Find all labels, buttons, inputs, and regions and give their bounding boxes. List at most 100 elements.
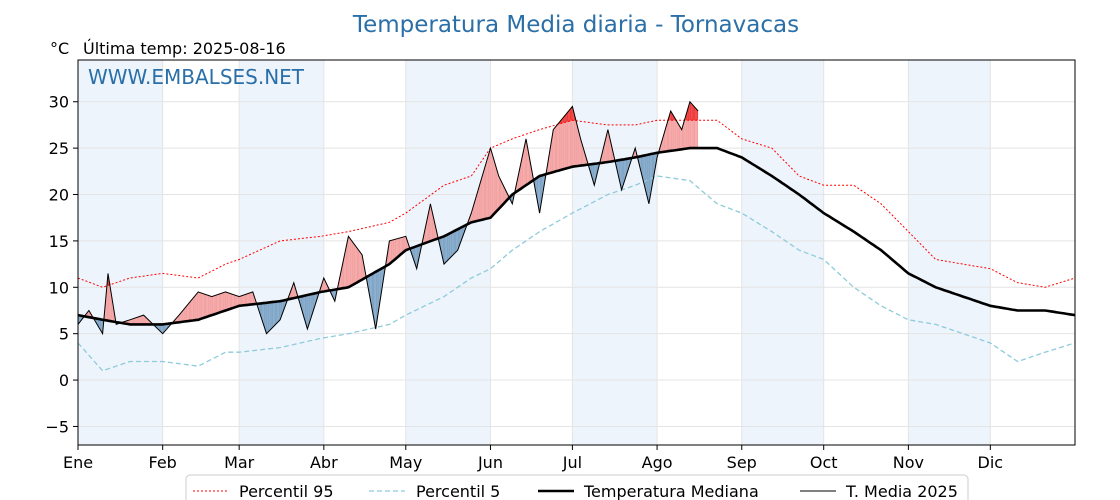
above-median-fill bbox=[349, 238, 352, 287]
above-median-fill bbox=[195, 293, 197, 321]
legend-label: T. Media 2025 bbox=[845, 482, 958, 500]
above-median-fill bbox=[388, 240, 390, 265]
above-median-fill bbox=[665, 124, 667, 152]
above-median-fill bbox=[602, 146, 604, 163]
above-median-fill bbox=[500, 178, 502, 208]
above-median-fill bbox=[672, 113, 674, 151]
above-median-fill bbox=[476, 189, 479, 222]
above-median-fill bbox=[684, 115, 686, 149]
y-tick-label: 25 bbox=[49, 139, 69, 158]
legend: Percentil 95 Percentil 5 Temperatura Media… bbox=[185, 474, 969, 500]
below-median-fill bbox=[310, 294, 312, 321]
above-median-fill bbox=[248, 292, 251, 305]
above-p95-fill bbox=[565, 113, 567, 123]
above-median-fill bbox=[215, 294, 218, 314]
above-median-fill bbox=[576, 122, 578, 167]
above-median-fill bbox=[206, 294, 208, 317]
below-median-fill bbox=[647, 154, 649, 204]
above-median-fill bbox=[202, 293, 204, 319]
above-median-fill bbox=[487, 152, 490, 219]
above-median-fill bbox=[251, 291, 253, 305]
above-median-fill bbox=[663, 129, 666, 152]
above-median-fill bbox=[524, 138, 526, 187]
above-median-fill bbox=[356, 247, 358, 283]
above-median-fill bbox=[229, 293, 231, 310]
above-median-fill bbox=[207, 295, 210, 317]
above-median-fill bbox=[240, 295, 242, 306]
above-median-fill bbox=[348, 236, 350, 288]
above-median-fill bbox=[112, 298, 114, 322]
above-median-fill bbox=[670, 111, 673, 151]
above-median-fill bbox=[581, 143, 584, 166]
month-band bbox=[908, 60, 991, 445]
above-median-fill bbox=[568, 109, 570, 168]
above-median-fill bbox=[584, 152, 587, 166]
below-median-fill bbox=[381, 267, 383, 294]
above-median-fill bbox=[560, 119, 562, 171]
below-median-fill bbox=[263, 302, 266, 330]
month-band bbox=[572, 60, 658, 445]
above-median-fill bbox=[393, 239, 395, 261]
above-median-fill bbox=[345, 242, 348, 288]
x-tick-label: Abr bbox=[310, 453, 338, 472]
above-median-fill bbox=[400, 237, 402, 255]
below-median-fill bbox=[650, 153, 652, 197]
above-p95-fill bbox=[692, 104, 694, 121]
above-median-fill bbox=[189, 300, 192, 321]
above-median-fill bbox=[217, 294, 219, 314]
above-median-fill bbox=[403, 236, 405, 253]
above-median-fill bbox=[520, 158, 522, 189]
above-median-fill bbox=[480, 175, 483, 221]
above-median-fill bbox=[566, 111, 569, 169]
below-median-fill bbox=[276, 301, 278, 324]
below-median-fill bbox=[270, 302, 272, 330]
legend-label: Percentil 5 bbox=[416, 482, 500, 500]
above-median-fill bbox=[357, 249, 360, 282]
above-median-fill bbox=[469, 213, 472, 224]
below-median-fill bbox=[535, 177, 537, 199]
x-tick-label: Dic bbox=[978, 453, 1004, 472]
above-median-fill bbox=[666, 120, 669, 152]
below-median-fill bbox=[277, 301, 279, 323]
above-p95-fill bbox=[693, 106, 696, 121]
y-unit-label: °C bbox=[50, 39, 69, 58]
above-median-fill bbox=[146, 317, 148, 325]
above-median-fill bbox=[554, 126, 557, 172]
above-median-fill bbox=[482, 171, 484, 220]
plot-area: −5 0 5 10 15 20 25 30 Ene Feb Mar Abr May Jun Jul Ago Se… bbox=[45, 59, 1076, 472]
above-median-fill bbox=[493, 157, 495, 215]
x-tick-label: Ene bbox=[63, 453, 93, 472]
above-median-fill bbox=[183, 308, 185, 322]
above-median-fill bbox=[479, 180, 481, 221]
below-median-fill bbox=[654, 153, 656, 173]
above-median-fill bbox=[180, 311, 182, 323]
above-median-fill bbox=[181, 310, 184, 322]
above-median-fill bbox=[252, 291, 255, 305]
above-median-fill bbox=[580, 138, 582, 166]
x-tick-label: Mar bbox=[224, 453, 255, 472]
above-median-fill bbox=[244, 294, 246, 306]
below-median-fill bbox=[651, 153, 653, 189]
y-tick-label: 20 bbox=[49, 186, 69, 205]
above-median-fill bbox=[571, 106, 573, 168]
above-median-fill bbox=[669, 111, 671, 152]
above-median-fill bbox=[199, 292, 201, 320]
y-tick-label: 0 bbox=[59, 371, 69, 390]
above-median-fill bbox=[133, 317, 136, 325]
above-median-fill bbox=[209, 295, 211, 317]
watermark: WWW.EMBALSES.NET bbox=[88, 65, 305, 89]
above-median-fill bbox=[222, 292, 225, 312]
above-median-fill bbox=[139, 316, 141, 325]
above-median-fill bbox=[247, 293, 249, 305]
below-median-fill bbox=[303, 295, 305, 320]
x-tick-label: Oct bbox=[810, 453, 838, 472]
x-tick-label: Jun bbox=[477, 453, 503, 472]
above-median-fill bbox=[523, 145, 525, 188]
above-median-fill bbox=[404, 236, 406, 252]
below-median-fill bbox=[445, 234, 447, 263]
above-median-fill bbox=[214, 295, 216, 315]
above-median-fill bbox=[390, 240, 393, 263]
above-median-fill bbox=[428, 203, 431, 242]
y-tick-label: 15 bbox=[49, 232, 69, 251]
